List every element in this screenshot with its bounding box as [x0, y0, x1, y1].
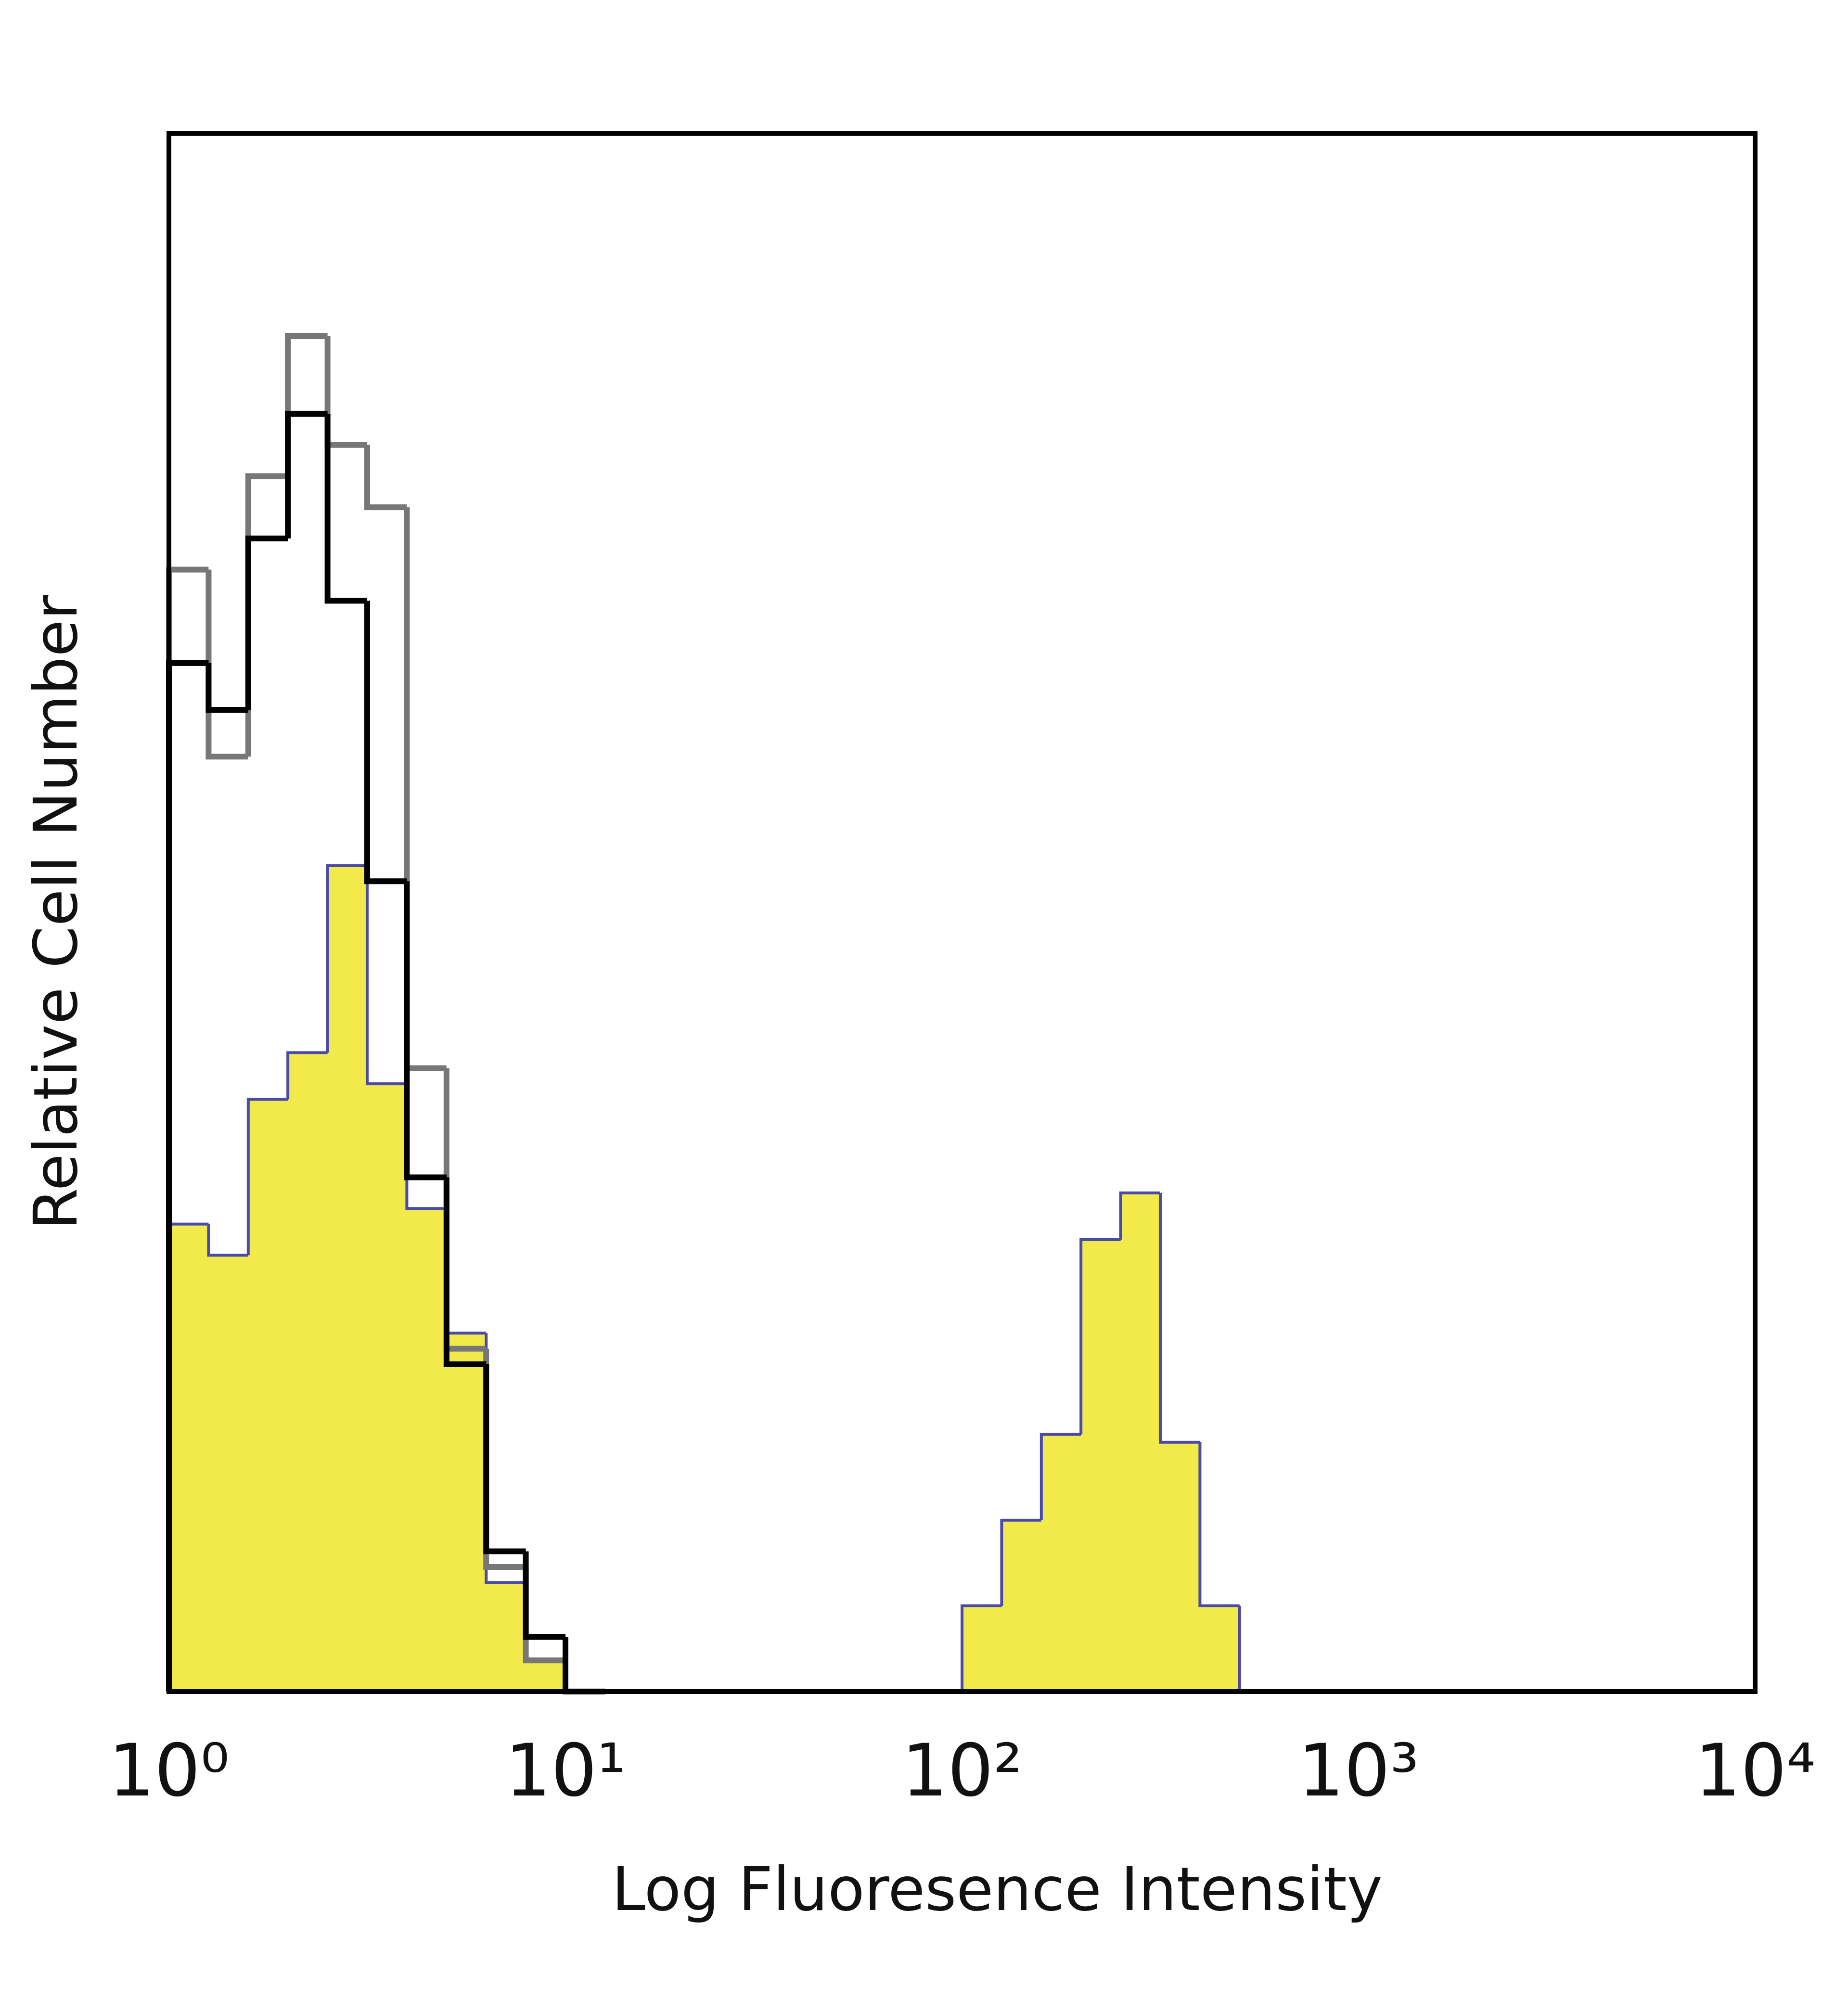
histogram-step	[324, 413, 367, 604]
histogram-bar	[208, 1255, 249, 1692]
histogram-step	[326, 864, 367, 1053]
histogram-bar	[1160, 1442, 1200, 1692]
histogram-step	[365, 865, 407, 1086]
histogram-bar	[962, 1605, 1002, 1692]
histogram-step	[1040, 1433, 1081, 1520]
histogram-bar	[367, 1084, 407, 1692]
histogram-bar	[248, 1099, 288, 1692]
x-tick-label: 10²	[901, 1729, 1022, 1813]
histogram-step	[443, 1177, 487, 1368]
y-axis-title: Relative Cell Number	[21, 595, 91, 1230]
histogram-step	[205, 663, 248, 713]
histogram-step	[246, 1098, 288, 1256]
histogram-bar	[446, 1333, 487, 1692]
x-tick-label: 10⁰	[108, 1729, 229, 1813]
x-axis-title: Log Fluoresence Intensity	[612, 1855, 1383, 1924]
histogram-step	[286, 1051, 328, 1100]
histogram-step	[1119, 1191, 1160, 1240]
histogram-bar	[288, 1052, 328, 1692]
histogram-bar	[407, 1208, 447, 1692]
histogram-step	[1158, 1192, 1200, 1444]
histogram-bar	[1081, 1239, 1121, 1692]
histogram-step	[364, 601, 407, 885]
histogram-step	[961, 1604, 1002, 1692]
histogram-step	[1079, 1238, 1121, 1435]
histogram-bar	[169, 1224, 209, 1692]
histogram-bar	[526, 1660, 566, 1692]
plot-frame	[167, 131, 1758, 1694]
histogram-step	[523, 1551, 565, 1640]
histogram-step	[245, 535, 288, 710]
histogram-step	[207, 1224, 248, 1257]
x-tick-label: 10³	[1298, 1729, 1419, 1813]
histogram-bar	[1001, 1520, 1042, 1692]
histogram-bar	[486, 1582, 526, 1692]
histogram-bar	[1120, 1192, 1161, 1692]
histogram-step	[1000, 1518, 1041, 1606]
histogram-bar	[1200, 1605, 1240, 1692]
plot-marks	[166, 333, 1280, 1694]
histogram-bar	[327, 865, 368, 1692]
x-tick-label: 10⁴	[1694, 1729, 1815, 1813]
histogram-step	[285, 410, 328, 538]
x-tick-label: 10¹	[505, 1729, 626, 1813]
histogram-step	[205, 569, 248, 760]
histogram-step	[404, 881, 447, 1180]
histogram-step	[1198, 1442, 1240, 1607]
histogram-bar	[1041, 1434, 1081, 1692]
histogram-step	[364, 445, 407, 511]
histogram-step	[483, 1364, 526, 1554]
